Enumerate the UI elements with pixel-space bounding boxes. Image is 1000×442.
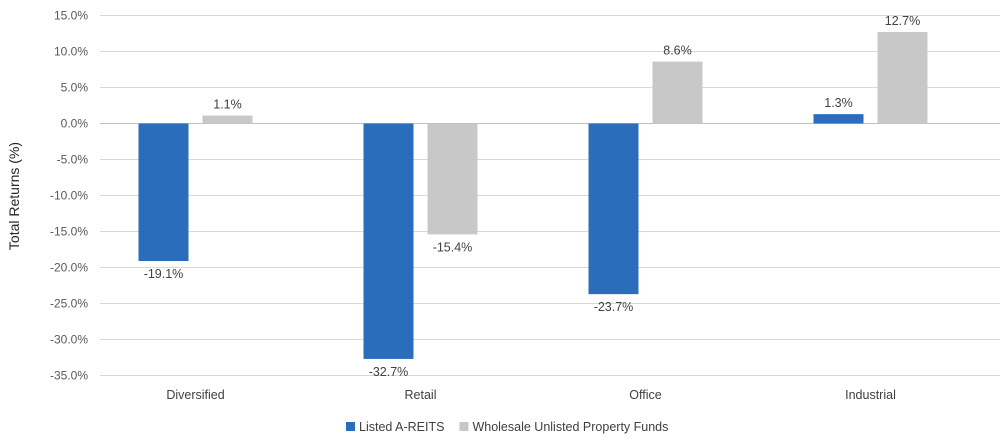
bars — [138, 32, 928, 359]
x-category-label: Diversified — [166, 388, 224, 402]
data-label: -23.7% — [594, 300, 634, 314]
data-label: -19.1% — [144, 267, 184, 281]
y-tick-label: 0.0% — [61, 117, 89, 131]
bar-listed-a-reits — [813, 114, 864, 124]
y-tick-label: -35.0% — [50, 369, 88, 383]
data-label: 1.1% — [213, 98, 242, 112]
y-tick-label: -20.0% — [50, 261, 88, 275]
bar-wholesale-unlisted — [202, 115, 253, 124]
data-label: -32.7% — [369, 365, 409, 379]
bar-listed-a-reits — [363, 123, 414, 359]
data-labels: -19.1% 1.1% -32.7% -15.4% -23.7% 8.6% 1.3% 12.7… — [144, 14, 921, 379]
legend-label: Listed A-REITS — [359, 420, 444, 434]
x-category-label: Industrial — [845, 388, 896, 402]
data-label: 1.3% — [824, 96, 853, 110]
y-tick-label: -5.0% — [57, 153, 89, 167]
data-label: 12.7% — [885, 14, 920, 28]
y-tick-label: -15.0% — [50, 225, 88, 239]
legend-swatch-wholesale — [459, 422, 469, 431]
bar-listed-a-reits — [138, 123, 189, 262]
legend-swatch-listed — [346, 422, 355, 431]
bar-listed-a-reits — [588, 123, 639, 295]
bar-wholesale-unlisted — [877, 32, 928, 124]
x-category-label: Office — [629, 388, 661, 402]
y-tick-label: 5.0% — [61, 81, 89, 95]
y-tick-label: -30.0% — [50, 333, 88, 347]
data-label: -15.4% — [433, 240, 473, 254]
gridlines — [100, 15, 1000, 376]
y-tick-label: 10.0% — [54, 45, 88, 59]
y-tick-label: 15.0% — [54, 9, 88, 23]
legend-label: Wholesale Unlisted Property Funds — [472, 420, 668, 434]
y-tick-label: -10.0% — [50, 189, 88, 203]
x-axis-categories: Diversified Retail Office Industrial — [166, 388, 896, 402]
bar-wholesale-unlisted — [427, 123, 478, 235]
y-axis-title: Total Returns (%) — [6, 142, 22, 250]
legend: Listed A-REITS Wholesale Unlisted Propert… — [346, 420, 668, 434]
y-axis-ticks: 15.0% 10.0% 5.0% 0.0% -5.0% -10.0% -15.0% -20.0… — [50, 9, 88, 383]
y-tick-label: -25.0% — [50, 297, 88, 311]
x-category-label: Retail — [405, 388, 437, 402]
data-label: 8.6% — [663, 44, 692, 58]
bar-wholesale-unlisted — [652, 61, 703, 124]
